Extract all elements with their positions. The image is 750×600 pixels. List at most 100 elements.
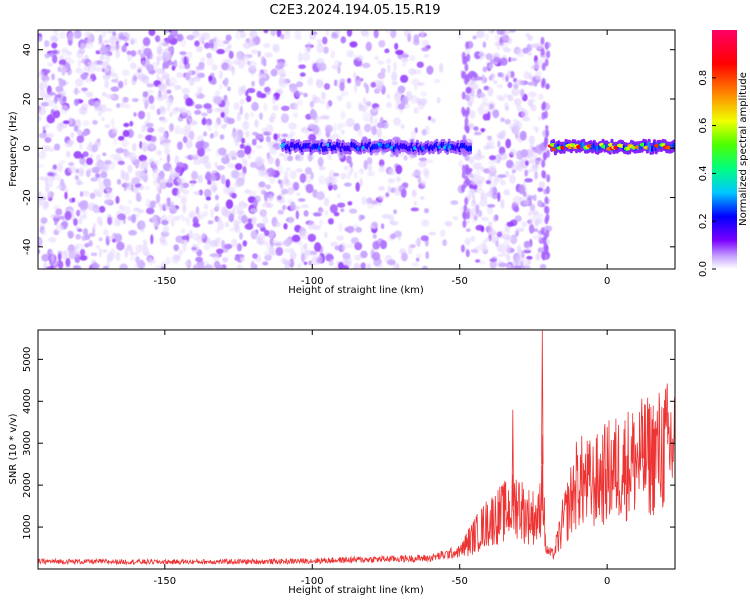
spectrogram-cell xyxy=(391,81,399,86)
spectrogram-cell xyxy=(373,117,378,127)
spectrogram-cell xyxy=(45,184,50,193)
snr-series-line xyxy=(38,330,675,566)
spectrogram-cell xyxy=(540,48,545,57)
spectrogram-cell xyxy=(423,54,430,58)
spectrogram-cell xyxy=(464,237,471,246)
spectrogram-cell xyxy=(482,66,488,73)
snr-x-tick-label: 0 xyxy=(604,576,610,587)
spectrogram-cell xyxy=(368,164,373,172)
spectrogram-cell xyxy=(102,152,107,157)
spectrogram-cell xyxy=(329,204,338,214)
spectrogram-cell xyxy=(466,211,471,220)
spectrogram-cell xyxy=(281,133,288,138)
spectrogram-cell xyxy=(220,111,225,118)
spectrogram-cell xyxy=(93,141,99,151)
spectrogram-cell xyxy=(188,229,193,239)
spectrogram-cell xyxy=(277,195,282,201)
spectrogram-cell xyxy=(318,219,324,226)
spectrogram-cell xyxy=(182,136,188,144)
spectrogram-cell xyxy=(333,122,337,133)
spectrogram-cell xyxy=(203,204,209,210)
spectrogram-cell xyxy=(329,258,333,266)
spectrogram-cell xyxy=(186,34,195,41)
snr-y-tick-label: 3000 xyxy=(22,430,33,455)
spectrogram-cell xyxy=(398,185,403,193)
spectrogram-cell xyxy=(140,53,145,59)
spectrogram-cell xyxy=(544,58,549,67)
spectrogram-cell xyxy=(527,81,536,86)
spectrogram-cell xyxy=(371,200,378,205)
spectrogram-cell xyxy=(545,186,550,194)
spectrogram-cell xyxy=(79,255,88,261)
spectrogram-cell xyxy=(131,213,137,224)
spectrogram-cell xyxy=(157,126,165,134)
spectrogram-cell xyxy=(98,111,102,117)
spectrogram-cell xyxy=(380,223,385,230)
spectrogram-cell xyxy=(236,149,245,158)
spectrogram-cell xyxy=(161,266,165,269)
spectrogram-cell xyxy=(524,160,529,166)
spectrogram-cell xyxy=(521,109,529,118)
spectrogram-cell xyxy=(672,142,675,149)
spectrogram-cell xyxy=(416,61,424,68)
colorbar-tick-label: 0.0 xyxy=(698,261,709,277)
spectrogram-cell xyxy=(125,182,134,190)
spectrogram-cell xyxy=(40,217,48,224)
spectrogram-cell xyxy=(122,96,129,103)
spectrogram-cell xyxy=(138,185,145,191)
spectrogram-cell xyxy=(387,64,391,74)
spectrogram-cell xyxy=(166,197,171,203)
spectrogram-cell xyxy=(116,178,122,185)
spectrogram-cell xyxy=(244,112,250,121)
spectrogram-cell xyxy=(260,74,267,78)
spectrogram-cell xyxy=(488,75,493,81)
spectrogram-cell xyxy=(192,222,201,228)
spectrogram-cell xyxy=(249,35,253,45)
spectrogram-cell xyxy=(217,220,225,231)
spectrogram-cell xyxy=(256,159,264,167)
spectrogram-cell xyxy=(60,49,69,53)
spectrogram-cell xyxy=(305,183,314,194)
snr-y-tick-label: 2000 xyxy=(22,472,33,497)
spectrogram-cell xyxy=(159,236,166,243)
spectrogram-cell xyxy=(540,247,545,253)
spectrogram-cell xyxy=(79,156,86,166)
spectrogram-cell xyxy=(213,130,219,138)
spectrogram-cell xyxy=(400,124,405,130)
spectrogram-cell xyxy=(44,40,50,48)
spectrogram-cell xyxy=(144,186,151,191)
spectrogram-cell xyxy=(196,214,205,220)
spectrogram-cell xyxy=(236,264,244,269)
spectrogram-cell xyxy=(73,218,78,226)
spectrogram-cell xyxy=(246,95,252,103)
spectrogram-cell xyxy=(192,159,202,166)
spectrogram-cell xyxy=(488,30,494,35)
spectrogram-cell xyxy=(45,69,51,74)
spectrogram-cell xyxy=(323,197,330,207)
spectrogram-cell xyxy=(41,228,47,236)
spectrogram-cell xyxy=(288,216,294,225)
spectrogram-cell xyxy=(199,32,206,42)
spectrogram-cell xyxy=(96,154,101,162)
spectrogram-cell xyxy=(117,218,121,227)
spectrogram-cell xyxy=(463,204,468,213)
spectrogram-cell xyxy=(509,57,517,62)
spectrogram-cell xyxy=(102,228,109,237)
spectrogram-cell xyxy=(318,166,326,171)
spectrogram-cell xyxy=(145,122,154,128)
spectrogram-cell xyxy=(100,171,108,179)
spectrogram-cell xyxy=(272,104,279,112)
spectrogram-cell xyxy=(206,52,212,59)
spectrogram-cell xyxy=(204,188,212,198)
spectrogram-cell xyxy=(130,156,138,163)
spectrogram-cell xyxy=(420,235,429,242)
spectrogram-cell xyxy=(486,135,492,141)
spectrogram-cell xyxy=(385,192,390,198)
spectrogram-cell xyxy=(129,37,138,45)
spectrogram-cell xyxy=(216,39,226,48)
spectrogram-cell xyxy=(168,175,174,183)
spectrogram-cell xyxy=(160,118,168,124)
spectrogram-cell xyxy=(458,159,464,168)
spectrogram-cell xyxy=(80,42,86,52)
spectrogram-cell xyxy=(299,230,308,240)
